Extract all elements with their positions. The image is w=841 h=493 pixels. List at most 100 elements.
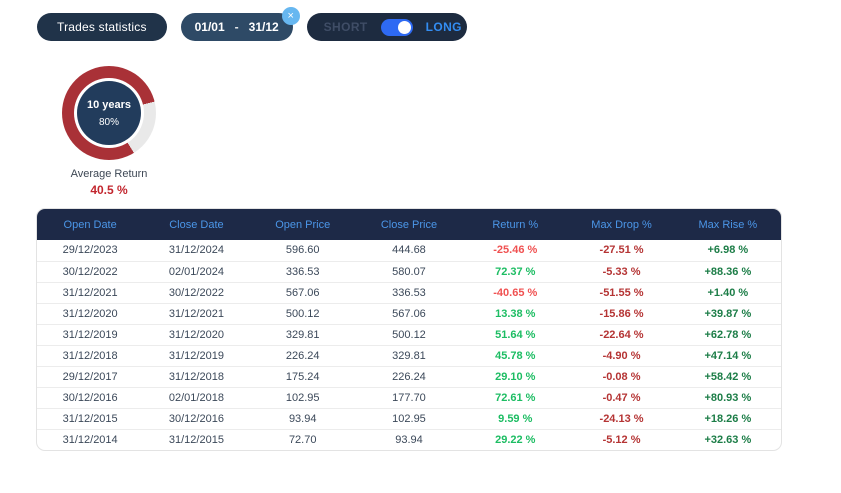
cell-close-price: 567.06 xyxy=(355,302,463,324)
cell-return-pct: 9.59 % xyxy=(462,407,569,429)
col-return-pct: Return % xyxy=(462,209,569,240)
cell-return-pct: 45.78 % xyxy=(462,344,569,366)
cell-open-price: 175.24 xyxy=(249,365,356,387)
cell-open-date: 31/12/2019 xyxy=(37,323,144,345)
table-row: 29/12/2017 31/12/2018 175.24 226.24 29.10 % -… xyxy=(37,365,781,387)
toggle-switch-icon[interactable] xyxy=(380,18,413,36)
close-icon[interactable]: × xyxy=(281,7,300,25)
gauge-center: 10 years 80% xyxy=(77,81,141,145)
cell-open-date: 30/12/2016 xyxy=(37,386,144,408)
gauge-percent-label: 80% xyxy=(98,116,119,128)
cell-close-date: 31/12/2018 xyxy=(143,365,250,387)
cell-open-date: 31/12/2015 xyxy=(37,407,144,429)
cell-close-date: 31/12/2024 xyxy=(168,244,224,257)
col-close-price: Close Price xyxy=(355,209,463,240)
cell-open-date: 31/12/2020 xyxy=(37,302,144,324)
cell-max-drop: -22.64 % xyxy=(568,323,675,345)
cell-open-date: 31/12/2018 xyxy=(37,344,144,366)
cell-return-pct: 72.37 % xyxy=(462,260,569,282)
cell-close-date: 31/12/2021 xyxy=(143,302,250,324)
toolbar: Trades statistics 01/01 - 31/12 × SHORT … xyxy=(37,7,467,41)
average-return-gauge: 10 years 80% Average Return 40.5 % xyxy=(61,66,157,197)
cell-max-drop: -0.47 % xyxy=(568,386,675,408)
cell-open-price: 226.24 xyxy=(249,344,356,366)
cell-close-price: 580.07 xyxy=(355,260,463,282)
col-open-date: Open Date xyxy=(37,209,144,240)
cell-max-rise: +39.87 % xyxy=(674,302,781,324)
gauge-caption: Average Return xyxy=(70,168,148,180)
short-label[interactable]: SHORT xyxy=(323,20,368,34)
cell-close-price: 93.94 xyxy=(355,428,463,450)
cell-open-price: 500.12 xyxy=(249,302,356,324)
cell-max-drop: -5.33 % xyxy=(568,260,675,282)
col-close-date: Close Date xyxy=(143,209,250,240)
cell-open-price: 329.81 xyxy=(249,323,356,345)
cell-max-drop: -15.86 % xyxy=(568,302,675,324)
table-row: 29/12/2023 31/12/2024 596.60 444.68 -25.46 %… xyxy=(37,240,781,261)
cell-close-price: 329.81 xyxy=(355,344,463,366)
gauge-value: 40.5 % xyxy=(90,183,128,197)
cell-open-date: 30/12/2022 xyxy=(37,260,144,282)
cell-max-drop: -27.51 % xyxy=(599,244,644,257)
cell-max-rise: +80.93 % xyxy=(674,386,781,408)
cell-close-date: 30/12/2016 xyxy=(143,407,250,429)
cell-close-price: 444.68 xyxy=(392,244,426,257)
cell-return-pct: -25.46 % xyxy=(493,244,538,257)
cell-open-date: 29/12/2017 xyxy=(37,365,144,387)
cell-max-drop: -4.90 % xyxy=(568,344,675,366)
cell-return-pct: 29.22 % xyxy=(462,428,569,450)
cell-close-price: 226.24 xyxy=(355,365,463,387)
direction-toggle[interactable]: SHORT LONG xyxy=(306,13,467,41)
cell-close-price: 500.12 xyxy=(355,323,463,345)
col-max-drop: Max Drop % xyxy=(568,209,675,240)
cell-max-rise: +32.63 % xyxy=(674,428,781,450)
date-range-end: 31/12 xyxy=(248,20,279,34)
cell-return-pct: 51.64 % xyxy=(462,323,569,345)
col-open-price: Open Price xyxy=(249,209,356,240)
cell-open-price: 93.94 xyxy=(249,407,356,429)
cell-close-date: 02/01/2018 xyxy=(143,386,250,408)
cell-open-price: 596.60 xyxy=(285,244,320,257)
table-row: 31/12/2014 31/12/2015 72.70 93.94 29.22 % -5.… xyxy=(37,428,781,450)
cell-max-drop: -0.08 % xyxy=(568,365,675,387)
trades-statistics-button[interactable]: Trades statistics xyxy=(37,13,167,41)
toggle-knob xyxy=(397,20,411,34)
cell-close-date: 02/01/2024 xyxy=(143,260,250,282)
cell-max-drop: -51.55 % xyxy=(568,281,675,303)
cell-max-drop: -24.13 % xyxy=(568,407,675,429)
date-range-filter[interactable]: 01/01 - 31/12 × xyxy=(180,7,300,41)
cell-open-price: 102.95 xyxy=(249,386,356,408)
cell-return-pct: 29.10 % xyxy=(462,365,569,387)
cell-max-rise: +58.42 % xyxy=(674,365,781,387)
gauge-period-label: 10 years xyxy=(86,98,132,111)
trades-table-body: 29/12/2023 31/12/2024 596.60 444.68 -25.46 %… xyxy=(37,240,781,450)
table-row: 31/12/2021 30/12/2022 567.06 336.53 -40.65 %… xyxy=(37,281,781,303)
cell-close-price: 102.95 xyxy=(355,407,463,429)
cell-max-rise: +88.36 % xyxy=(674,260,781,282)
table-row: 31/12/2015 30/12/2016 93.94 102.95 9.59 % -24… xyxy=(37,407,781,429)
table-row: 31/12/2019 31/12/2020 329.81 500.12 51.64 % -… xyxy=(37,323,781,345)
cell-max-rise: +18.26 % xyxy=(674,407,781,429)
long-label[interactable]: LONG xyxy=(425,20,462,34)
date-range-start: 01/01 xyxy=(194,20,225,34)
cell-open-price: 567.06 xyxy=(249,281,356,303)
cell-return-pct: -40.65 % xyxy=(462,281,569,303)
gauge-ring: 10 years 80% xyxy=(62,66,156,160)
cell-close-date: 31/12/2019 xyxy=(143,344,250,366)
cell-close-price: 177.70 xyxy=(355,386,463,408)
table-header: Open Date Close Date Open Price Close Pr… xyxy=(37,209,781,240)
cell-max-rise: +47.14 % xyxy=(674,344,781,366)
gauge-hole: 10 years 80% xyxy=(74,78,144,148)
cell-return-pct: 13.38 % xyxy=(462,302,569,324)
cell-return-pct: 72.61 % xyxy=(462,386,569,408)
cell-max-rise: +1.40 % xyxy=(674,281,781,303)
cell-open-price: 72.70 xyxy=(249,428,356,450)
col-max-rise: Max Rise % xyxy=(674,209,781,240)
table-row: 30/12/2022 02/01/2024 336.53 580.07 72.37 % -… xyxy=(37,260,781,282)
table-row: 30/12/2016 02/01/2018 102.95 177.70 72.61 % -… xyxy=(37,386,781,408)
table-row: 31/12/2018 31/12/2019 226.24 329.81 45.78 % -… xyxy=(37,344,781,366)
cell-open-price: 336.53 xyxy=(249,260,356,282)
cell-open-date: 31/12/2021 xyxy=(37,281,144,303)
cell-max-rise: +62.78 % xyxy=(674,323,781,345)
trades-table: Open Date Close Date Open Price Close Pr… xyxy=(36,208,782,451)
